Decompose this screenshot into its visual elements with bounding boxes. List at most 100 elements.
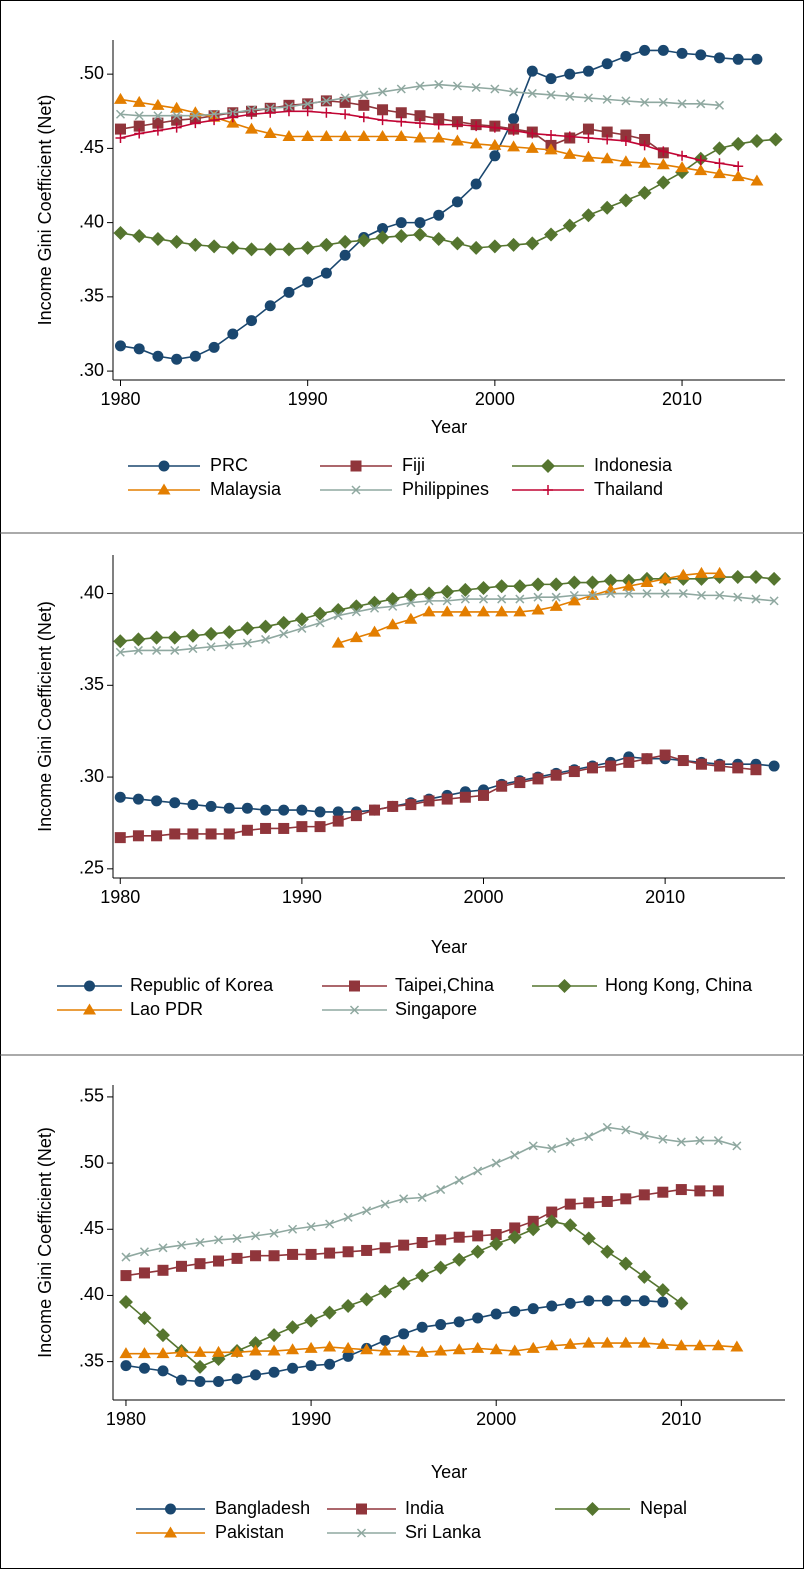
marker <box>472 1230 484 1242</box>
y-tick-label: .45 <box>79 137 104 157</box>
marker <box>637 185 652 200</box>
x-tick-label: 2000 <box>463 887 503 907</box>
marker <box>415 81 425 91</box>
marker <box>246 109 257 120</box>
x-tick-label: 2000 <box>476 1409 516 1429</box>
marker <box>332 806 344 818</box>
marker <box>115 109 126 119</box>
marker <box>341 1341 355 1353</box>
marker <box>412 227 427 242</box>
marker <box>525 141 539 153</box>
marker <box>604 583 618 595</box>
marker <box>394 130 408 142</box>
marker <box>515 594 525 604</box>
marker <box>713 566 727 578</box>
legend-marker <box>164 1526 177 1538</box>
legend-label: India <box>405 1498 445 1518</box>
marker <box>567 575 582 590</box>
marker <box>532 773 544 785</box>
marker <box>349 599 364 614</box>
marker <box>241 802 253 814</box>
marker <box>545 73 557 85</box>
legend-label: Fiji <box>402 455 425 475</box>
marker <box>562 218 577 233</box>
marker <box>368 625 382 637</box>
marker <box>600 200 615 215</box>
marker <box>188 237 203 252</box>
marker <box>490 1229 502 1241</box>
marker <box>546 1206 558 1218</box>
marker <box>359 90 369 100</box>
marker <box>338 130 352 142</box>
marker <box>399 1194 409 1204</box>
marker <box>422 586 437 601</box>
marker <box>675 1184 687 1196</box>
marker <box>712 1185 724 1197</box>
legend-label: Philippines <box>402 479 489 499</box>
marker <box>378 1344 392 1356</box>
marker <box>433 1260 448 1275</box>
marker <box>302 276 314 288</box>
marker <box>563 1337 577 1349</box>
marker <box>343 1212 353 1222</box>
marker <box>769 596 779 606</box>
marker <box>531 603 545 615</box>
marker <box>526 1341 540 1353</box>
marker <box>115 647 125 657</box>
marker <box>431 231 446 246</box>
marker <box>406 598 416 608</box>
y-tick-label: .55 <box>79 1086 104 1106</box>
x-tick-label: 2000 <box>475 389 515 409</box>
marker <box>155 1328 170 1343</box>
marker <box>325 1219 335 1229</box>
marker <box>351 607 361 617</box>
marker <box>712 167 726 179</box>
marker <box>278 822 290 834</box>
marker <box>676 568 690 580</box>
marker <box>268 1366 280 1378</box>
y-tick-label: .50 <box>79 63 104 83</box>
marker <box>678 589 688 599</box>
marker <box>605 760 617 772</box>
legend-label: Singapore <box>395 999 477 1019</box>
marker <box>120 1360 132 1372</box>
marker <box>422 605 436 617</box>
marker <box>379 1334 391 1346</box>
marker <box>188 106 202 118</box>
marker <box>157 1365 169 1377</box>
marker <box>227 328 239 340</box>
marker <box>282 130 296 142</box>
marker <box>434 1344 448 1356</box>
marker <box>114 791 126 803</box>
marker <box>638 1189 650 1201</box>
marker <box>601 126 613 138</box>
marker <box>222 625 237 640</box>
marker <box>170 101 184 113</box>
marker <box>224 640 234 650</box>
marker <box>396 1276 411 1291</box>
x-tick-label: 1980 <box>100 887 140 907</box>
marker <box>263 127 277 139</box>
marker <box>213 1255 225 1267</box>
marker <box>637 1269 652 1284</box>
marker <box>602 94 612 104</box>
marker <box>190 111 200 121</box>
marker <box>713 1136 723 1146</box>
marker <box>250 1369 262 1381</box>
y-tick-label: .40 <box>79 582 104 602</box>
marker <box>469 240 484 255</box>
marker <box>321 96 331 106</box>
marker <box>132 830 144 842</box>
marker <box>314 821 326 833</box>
marker <box>602 134 613 145</box>
legend-label: Lao PDR <box>130 999 203 1019</box>
marker <box>250 1250 262 1262</box>
marker <box>618 193 633 208</box>
marker <box>658 1134 668 1144</box>
marker <box>342 1350 354 1362</box>
marker <box>260 804 272 816</box>
marker <box>657 1296 669 1308</box>
marker <box>359 1292 374 1307</box>
marker <box>509 87 519 97</box>
